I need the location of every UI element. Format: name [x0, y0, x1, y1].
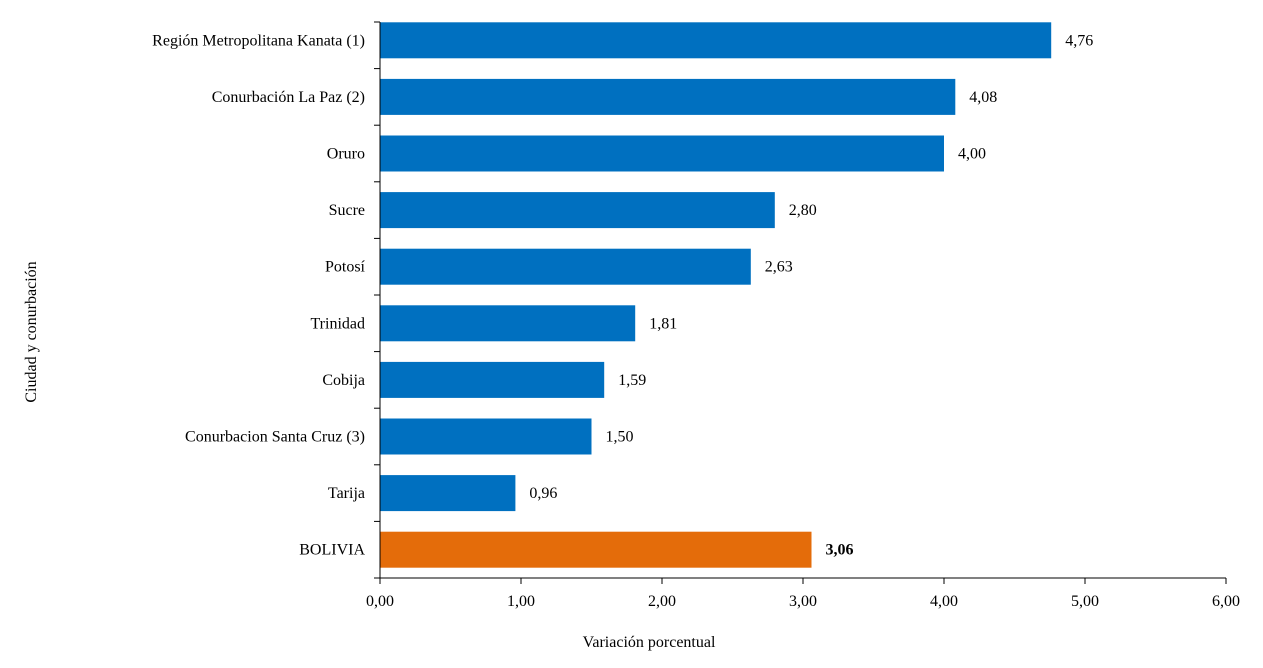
data-label-5: 1,81: [649, 315, 677, 332]
labels-layer: 4,76 Región Metropolitana Kanata (1) 4,08 C…: [152, 32, 1093, 558]
bar-7: [380, 418, 592, 455]
data-label-1: 4,08: [969, 89, 997, 106]
x-tick-label-3: 3,00: [789, 593, 817, 610]
category-label-9: BOLIVIA: [299, 542, 365, 559]
data-label-8: 0,96: [529, 485, 557, 502]
bar-3: [380, 192, 775, 229]
category-label-8: Tarija: [328, 485, 365, 502]
category-label-3: Sucre: [329, 202, 365, 219]
x-axis-title: Variación porcentual: [583, 634, 716, 651]
x-tick-label-4: 4,00: [930, 593, 958, 610]
category-label-6: Cobija: [322, 372, 365, 389]
bars-layer: [380, 22, 1052, 568]
category-label-4: Potosí: [325, 259, 366, 276]
data-label-6: 1,59: [618, 372, 646, 389]
x-tick-label-6: 6,00: [1212, 593, 1240, 610]
axes-layer: 0,00 1,00 2,00 3,00 4,00 5,00 6,00: [366, 21, 1240, 610]
category-label-1: Conurbación La Paz (2): [212, 89, 365, 106]
data-label-0: 4,76: [1065, 32, 1093, 49]
data-label-7: 1,50: [606, 429, 634, 446]
x-tick-label-5: 5,00: [1071, 593, 1099, 610]
bar-1: [380, 78, 956, 115]
data-label-3: 2,80: [789, 202, 817, 219]
category-label-2: Oruro: [327, 146, 365, 163]
bar-2: [380, 135, 944, 172]
category-label-0: Región Metropolitana Kanata (1): [152, 32, 365, 49]
category-label-7: Conurbacion Santa Cruz (3): [185, 429, 365, 446]
bar-8: [380, 475, 516, 512]
category-label-5: Trinidad: [310, 315, 365, 332]
data-label-4: 2,63: [765, 259, 793, 276]
data-label-2: 4,00: [958, 146, 986, 163]
y-axis-title: Ciudad y conurbación: [23, 261, 40, 402]
x-tick-label-2: 2,00: [648, 593, 676, 610]
bar-6: [380, 361, 605, 398]
bar-4: [380, 248, 751, 285]
data-label-9: 3,06: [826, 542, 854, 559]
bar-0: [380, 22, 1052, 59]
bar-9: [380, 531, 812, 568]
bar-5: [380, 305, 636, 342]
x-tick-label-1: 1,00: [507, 593, 535, 610]
x-tick-label-0: 0,00: [366, 593, 394, 610]
